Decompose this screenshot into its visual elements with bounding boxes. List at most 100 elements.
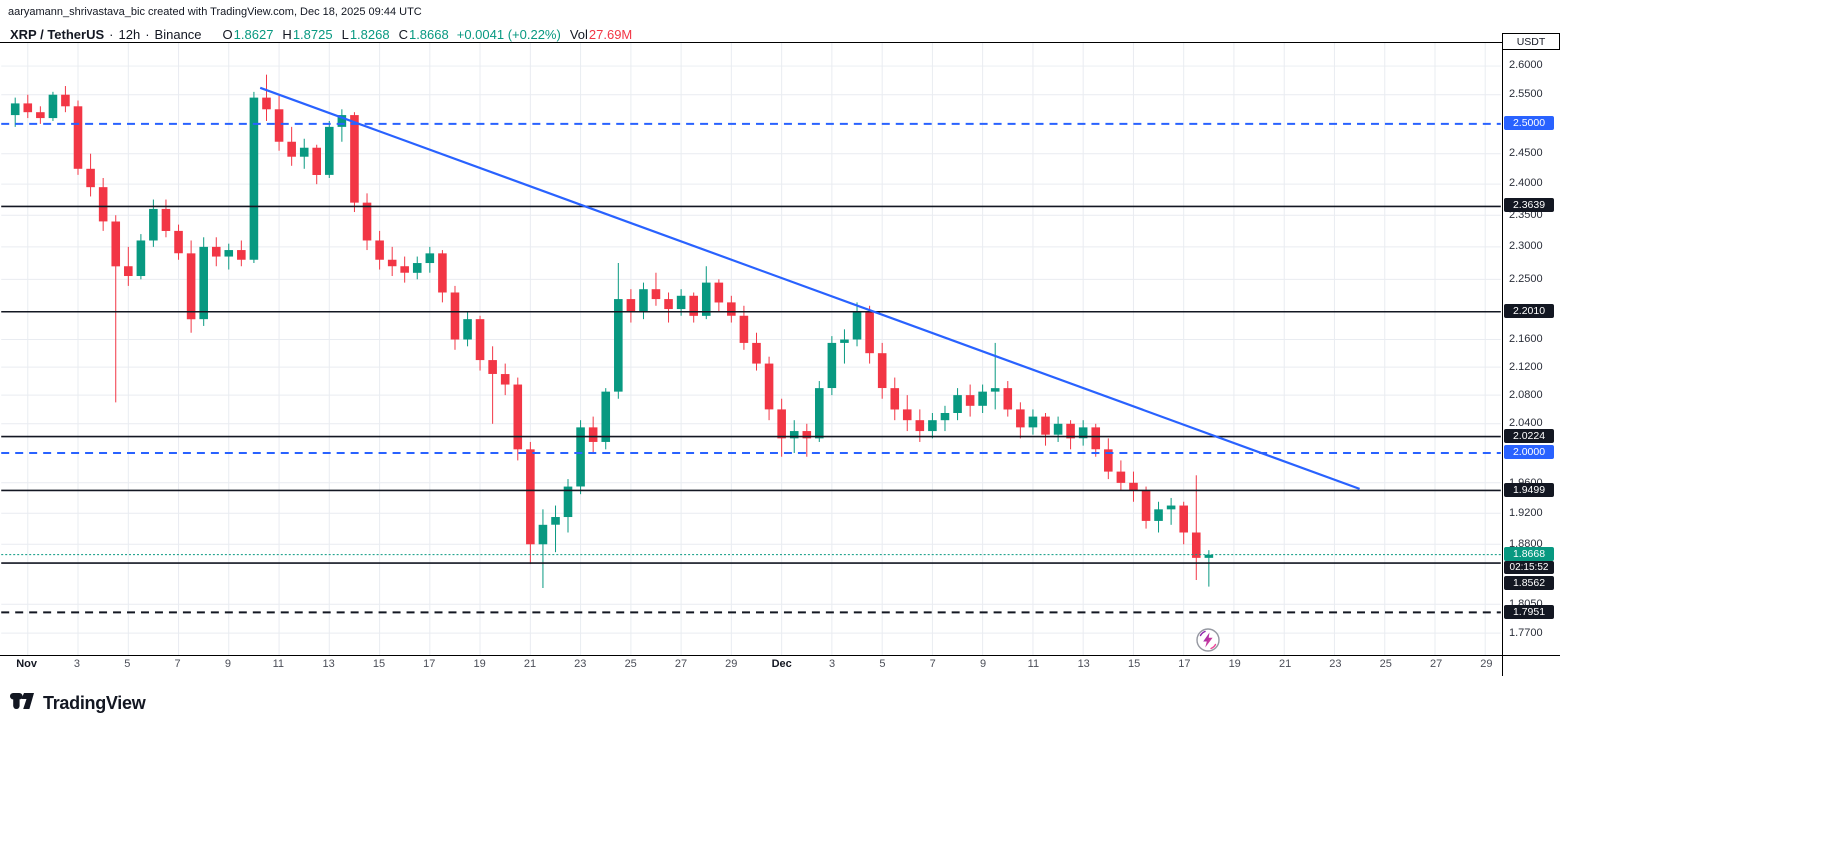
time-tick: 23 <box>1329 658 1342 670</box>
candle <box>274 94 284 151</box>
currency-label: USDT <box>1502 33 1560 50</box>
ohlc-readout: O 1.8627 H 1.8725 L 1.8268 C 1.8668 +0.0… <box>214 27 633 42</box>
price-tick: 2.3000 <box>1509 240 1543 253</box>
candle <box>23 94 33 119</box>
candle <box>73 100 83 175</box>
candle <box>174 224 183 260</box>
candle <box>890 377 900 421</box>
time-tick: 17 <box>1178 658 1191 670</box>
tradingview-logo-icon[interactable] <box>10 690 36 717</box>
candle <box>538 509 548 589</box>
price-tick: 1.9200 <box>1509 507 1543 519</box>
footer: TradingView <box>10 690 146 717</box>
time-tick: 7 <box>929 658 936 670</box>
candle <box>1116 460 1126 491</box>
candle <box>764 356 774 421</box>
candle <box>840 329 849 364</box>
candle <box>1016 402 1025 439</box>
candle <box>299 138 309 169</box>
price-tick: 2.0400 <box>1509 417 1543 430</box>
volume-value: 27.69M <box>588 27 633 42</box>
candle <box>450 285 460 350</box>
candle <box>463 312 472 347</box>
candle <box>412 256 422 280</box>
price-tick: 2.4500 <box>1509 146 1543 159</box>
candle <box>48 91 58 121</box>
candle <box>249 91 259 264</box>
exchange-label: Binance <box>154 27 202 42</box>
price-badge: 1.7951 <box>1504 604 1554 619</box>
candle <box>902 395 912 432</box>
candle <box>852 302 862 347</box>
candle <box>425 246 435 273</box>
candle <box>61 86 70 113</box>
candle <box>614 263 623 399</box>
candle <box>312 144 322 185</box>
time-tick: 27 <box>1429 658 1443 670</box>
time-tick: 7 <box>174 658 181 670</box>
candle <box>199 237 208 326</box>
tradingview-wordmark[interactable]: TradingView <box>43 693 146 713</box>
candle <box>1091 423 1101 457</box>
candle <box>262 74 271 121</box>
time-tick: 17 <box>423 658 436 670</box>
time-tick: 29 <box>725 658 738 670</box>
candle <box>124 246 133 286</box>
time-tick: 15 <box>372 658 386 670</box>
time-tick: Nov <box>16 658 37 670</box>
candle <box>237 240 246 267</box>
candle <box>526 441 535 565</box>
candle <box>752 332 761 371</box>
candle <box>990 342 1000 410</box>
candle <box>827 336 837 396</box>
candle <box>1028 409 1038 435</box>
close-value: 1.8668 <box>408 27 449 42</box>
high-label: H <box>282 27 292 42</box>
time-tick: 5 <box>124 658 131 670</box>
time-tick: 27 <box>674 658 688 670</box>
change-value: +0.0041 (+0.22%) <box>456 27 561 42</box>
candle <box>375 230 384 270</box>
chart-widget: XRP / TetherUS · 12h · Binance O 1.8627 … <box>0 27 1560 676</box>
volume-label: Vol <box>569 27 588 42</box>
candle <box>362 193 372 251</box>
price-tick: 2.5500 <box>1509 87 1543 100</box>
trendline[interactable] <box>259 86 1360 490</box>
time-axis[interactable]: Nov 3 5 7 9 11 13 15 17 19 21 23 25 27 29 Dec 3 5 7 9 11 13 15… <box>0 658 1502 676</box>
time-tick: 21 <box>1278 658 1292 670</box>
price-badge: 1.8562 <box>1504 575 1554 590</box>
close-label: C <box>398 27 408 42</box>
candle <box>350 112 359 213</box>
candle <box>651 272 661 306</box>
time-tick: 3 <box>828 658 836 670</box>
time-tick: 25 <box>624 658 637 670</box>
candle <box>965 384 975 417</box>
chart-plot[interactable] <box>0 42 1502 655</box>
lightning-icon[interactable] <box>1194 626 1222 654</box>
candle <box>1078 420 1088 446</box>
time-tick: 13 <box>322 658 335 670</box>
separator-dot: · <box>109 27 114 42</box>
candle <box>576 420 585 495</box>
low-label: L <box>341 27 349 42</box>
candle <box>337 109 347 142</box>
candle <box>664 292 673 323</box>
symbol-name[interactable]: XRP / TetherUS <box>10 27 105 42</box>
price-tick: 2.2500 <box>1509 272 1543 285</box>
candle <box>814 381 824 442</box>
price-axis[interactable]: 2.6000 2.5500 2.4500 2.4000 2.3500 2.3000 2.25… <box>1503 42 1560 655</box>
axis-separator-line <box>1502 42 1503 676</box>
candle <box>588 416 598 454</box>
price-badge: 2.0224 <box>1504 428 1554 443</box>
low-value: 1.8268 <box>349 27 390 42</box>
candle <box>865 305 874 364</box>
time-tick: 9 <box>979 658 987 670</box>
candle <box>1179 501 1188 545</box>
candle <box>551 505 560 553</box>
candle <box>777 398 786 457</box>
interval-label[interactable]: 12h <box>118 27 141 42</box>
candle <box>877 342 887 399</box>
candle <box>689 292 698 323</box>
candle <box>287 126 296 166</box>
candle <box>324 120 334 178</box>
